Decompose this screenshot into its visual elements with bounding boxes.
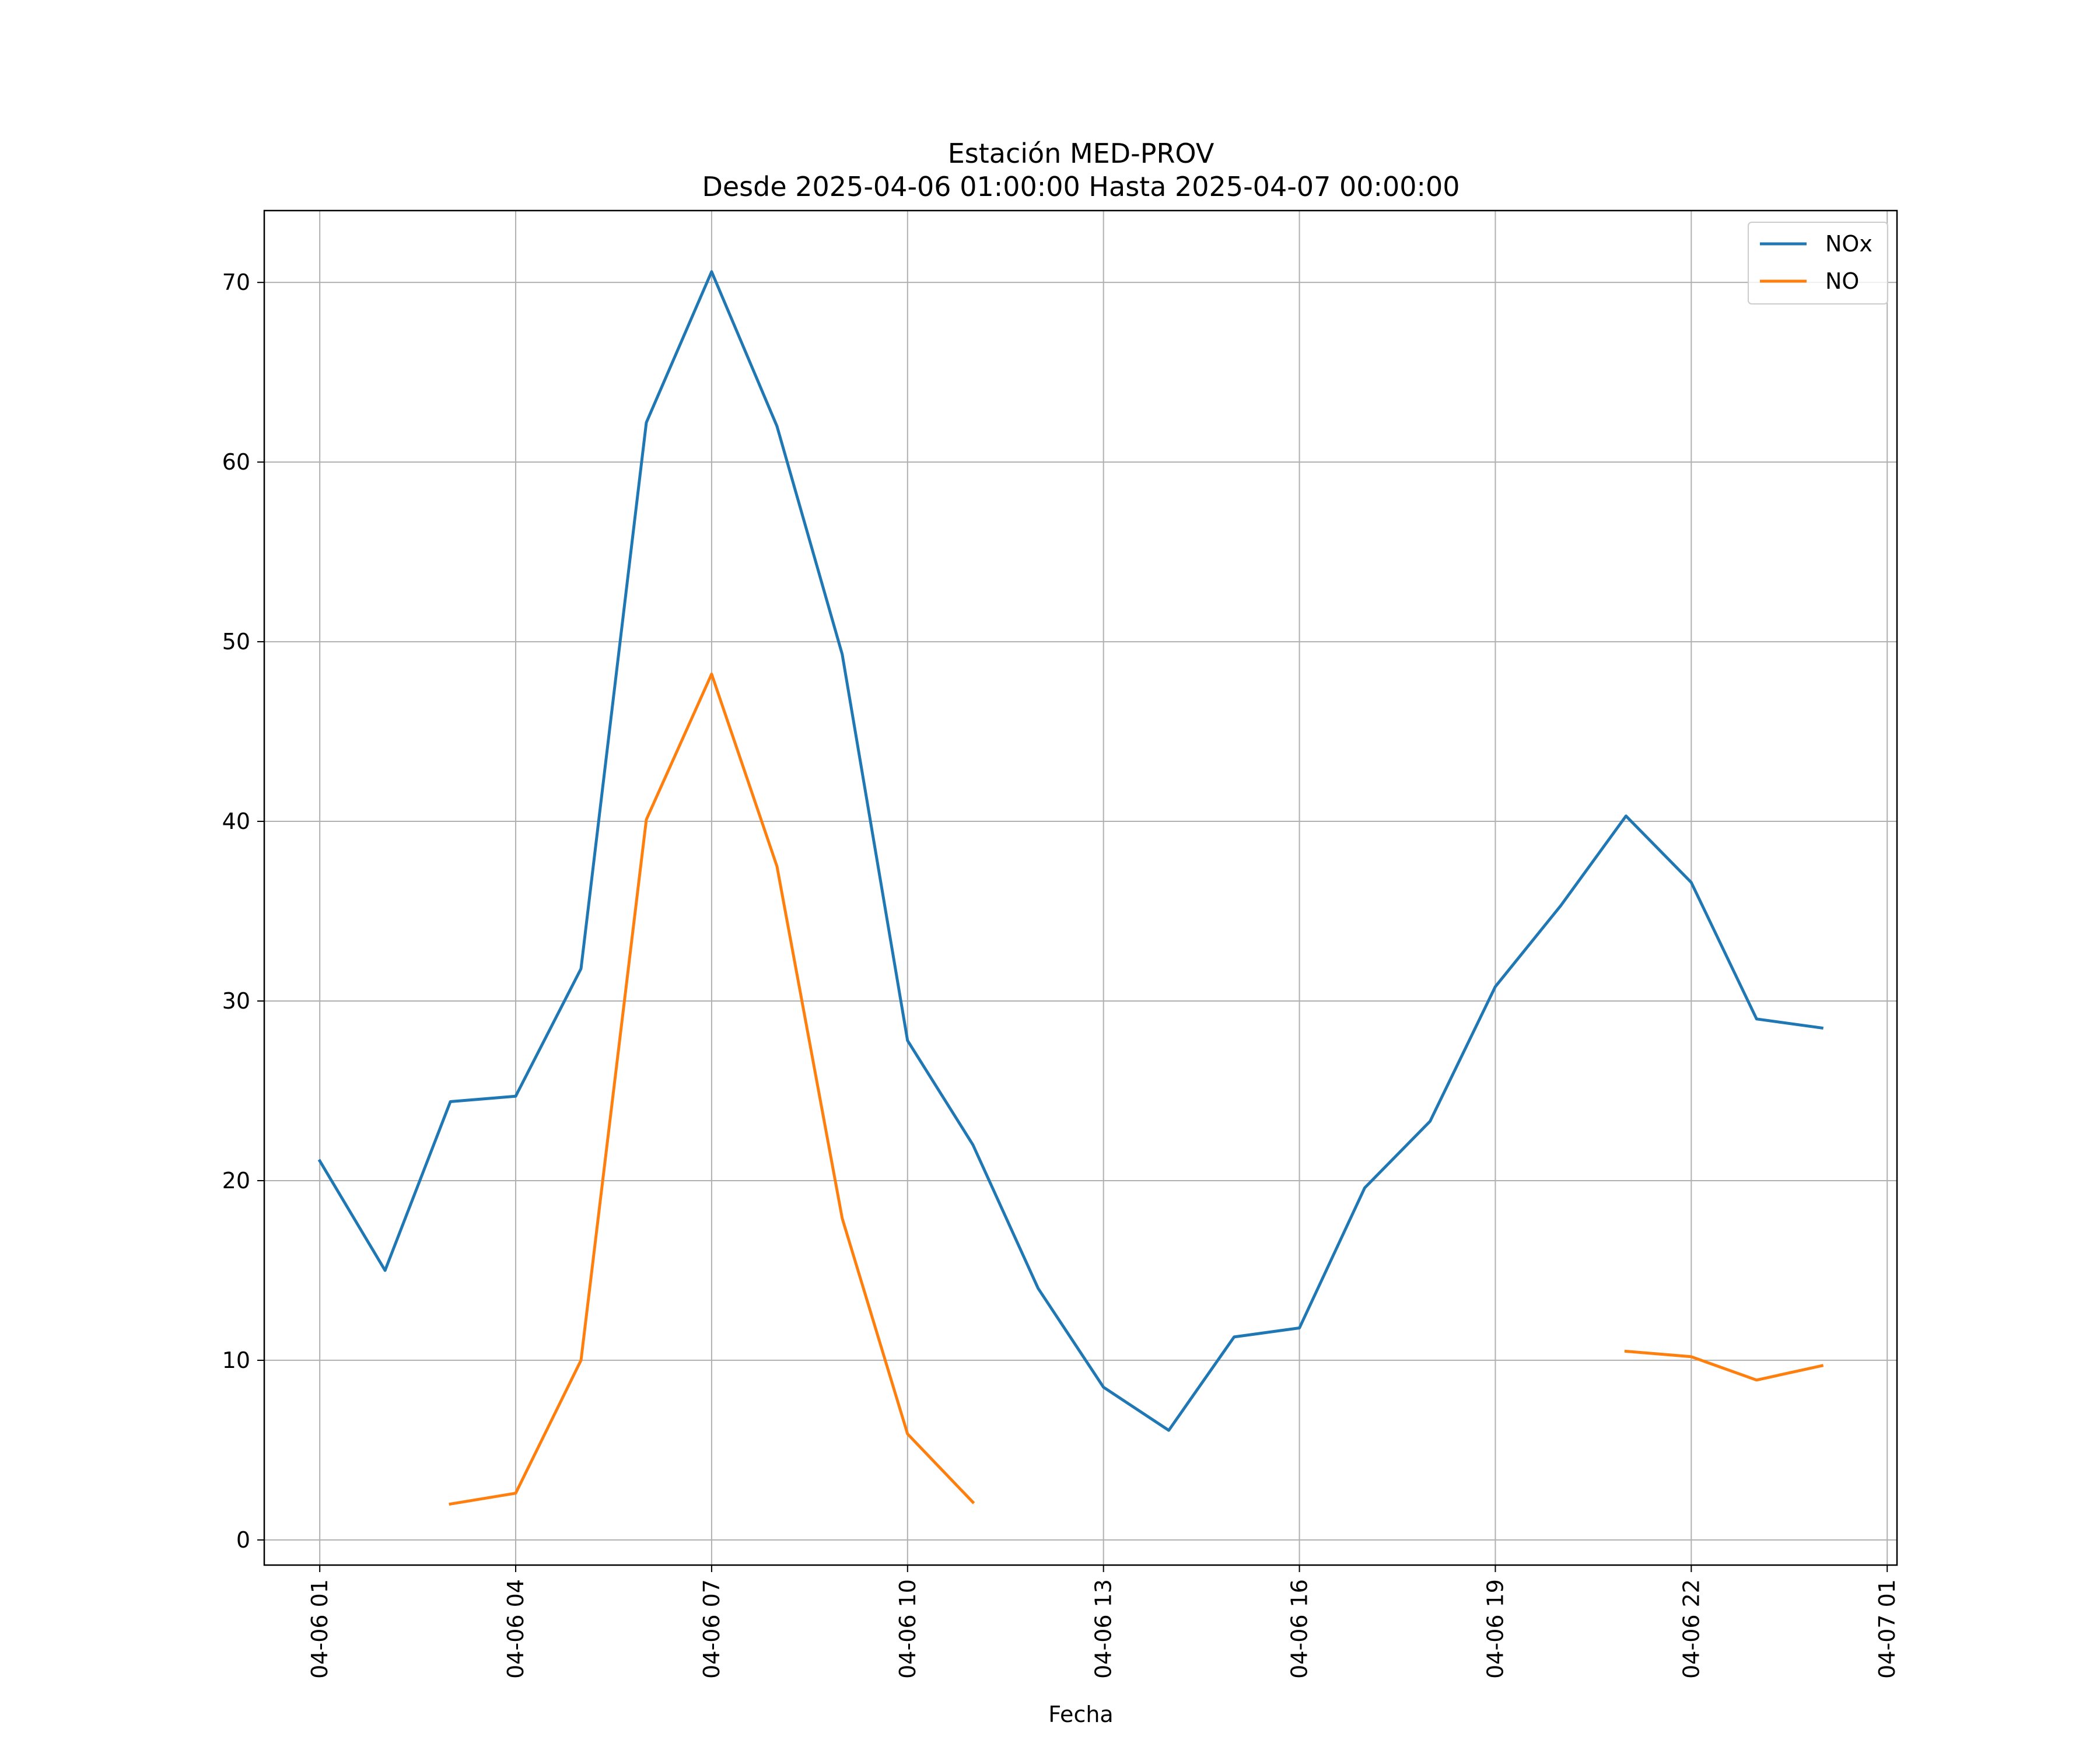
x-tick-label: 04-06 07 bbox=[699, 1579, 724, 1679]
legend: NOx NO bbox=[1748, 222, 1888, 304]
grid bbox=[264, 211, 1897, 1565]
x-tick-label: 04-06 01 bbox=[307, 1579, 332, 1679]
plot-lines bbox=[317, 270, 1824, 1506]
series-nox-line bbox=[317, 270, 1824, 1432]
chart-title-line1: Estación MED-PROV bbox=[948, 138, 1214, 169]
x-tick-label: 04-06 10 bbox=[895, 1579, 921, 1679]
axis-ticks: 04-06 01 04-06 04 04-06 07 04-06 10 04-06 13… bbox=[222, 270, 1901, 1679]
series-segment bbox=[449, 673, 975, 1506]
x-tick-label: 04-06 04 bbox=[503, 1579, 528, 1679]
series-segment bbox=[317, 270, 1824, 1432]
x-tick-label: 04-06 16 bbox=[1287, 1579, 1312, 1679]
y-tick-label: 0 bbox=[236, 1527, 250, 1553]
plot-frame bbox=[263, 209, 1898, 1566]
y-tick-label: 60 bbox=[222, 449, 250, 475]
y-tick-label: 40 bbox=[222, 808, 250, 834]
y-tick-label: 20 bbox=[222, 1168, 250, 1194]
x-tick-label: 04-07 01 bbox=[1874, 1579, 1900, 1679]
y-tick-label: 50 bbox=[222, 629, 250, 654]
x-tick-label: 04-06 13 bbox=[1091, 1579, 1116, 1679]
x-tick-label: 04-06 19 bbox=[1482, 1579, 1508, 1679]
x-axis-label: Fecha bbox=[1048, 1702, 1113, 1727]
x-tick-label: 04-06 22 bbox=[1678, 1579, 1704, 1679]
series-segment bbox=[1624, 1349, 1824, 1382]
legend-label-no: NO bbox=[1825, 268, 1859, 294]
y-tick-label: 30 bbox=[222, 988, 250, 1014]
y-tick-label: 70 bbox=[222, 270, 250, 295]
chart-title-line2: Desde 2025-04-06 01:00:00 Hasta 2025-04-… bbox=[702, 171, 1460, 202]
series-no-line bbox=[449, 673, 1824, 1506]
y-tick-label: 10 bbox=[222, 1348, 250, 1373]
legend-label-nox: NOx bbox=[1825, 231, 1873, 257]
